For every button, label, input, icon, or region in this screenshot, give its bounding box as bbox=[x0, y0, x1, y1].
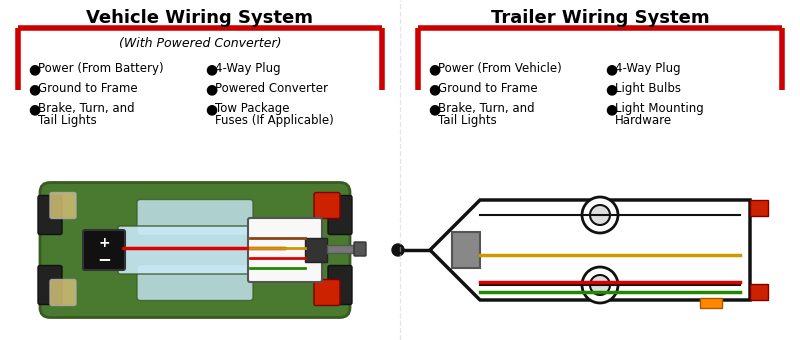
Text: Power (From Battery): Power (From Battery) bbox=[38, 62, 164, 75]
Text: Ground to Frame: Ground to Frame bbox=[38, 82, 138, 95]
Circle shape bbox=[392, 244, 404, 256]
Text: ●: ● bbox=[28, 62, 40, 76]
Text: ●: ● bbox=[605, 62, 617, 76]
Text: ●: ● bbox=[205, 82, 217, 96]
FancyBboxPatch shape bbox=[248, 218, 322, 282]
FancyBboxPatch shape bbox=[354, 242, 366, 256]
Text: −: − bbox=[97, 250, 111, 268]
Text: ●: ● bbox=[28, 82, 40, 96]
Text: (With Powered Converter): (With Powered Converter) bbox=[118, 37, 282, 51]
FancyBboxPatch shape bbox=[137, 200, 253, 236]
FancyBboxPatch shape bbox=[38, 195, 62, 235]
FancyBboxPatch shape bbox=[38, 266, 62, 305]
FancyBboxPatch shape bbox=[314, 279, 340, 306]
Text: ●: ● bbox=[605, 102, 617, 116]
Text: Powered Converter: Powered Converter bbox=[215, 82, 328, 95]
Bar bbox=[327, 245, 355, 253]
FancyBboxPatch shape bbox=[83, 230, 125, 270]
Polygon shape bbox=[430, 200, 750, 300]
Text: ●: ● bbox=[205, 62, 217, 76]
Text: Light Mounting: Light Mounting bbox=[615, 102, 704, 115]
FancyBboxPatch shape bbox=[314, 192, 340, 219]
Text: ●: ● bbox=[428, 62, 440, 76]
FancyBboxPatch shape bbox=[118, 226, 272, 274]
FancyBboxPatch shape bbox=[328, 195, 352, 235]
Text: Brake, Turn, and: Brake, Turn, and bbox=[38, 102, 134, 115]
Circle shape bbox=[582, 197, 618, 233]
Text: Vehicle Wiring System: Vehicle Wiring System bbox=[86, 9, 314, 27]
Text: ●: ● bbox=[28, 102, 40, 116]
Bar bbox=[452, 232, 480, 268]
FancyBboxPatch shape bbox=[137, 265, 253, 301]
FancyBboxPatch shape bbox=[328, 266, 352, 305]
Circle shape bbox=[582, 267, 618, 303]
Text: Tow Package: Tow Package bbox=[215, 102, 290, 115]
Text: 4-Way Plug: 4-Way Plug bbox=[615, 62, 681, 75]
Bar bbox=[700, 298, 722, 308]
Bar bbox=[750, 284, 768, 300]
Text: 4-Way Plug: 4-Way Plug bbox=[215, 62, 281, 75]
Text: Trailer Wiring System: Trailer Wiring System bbox=[490, 9, 710, 27]
Text: Fuses (If Applicable): Fuses (If Applicable) bbox=[215, 114, 334, 127]
Text: Tail Lights: Tail Lights bbox=[438, 114, 497, 127]
Bar bbox=[750, 200, 768, 216]
Text: ●: ● bbox=[428, 102, 440, 116]
Text: ●: ● bbox=[428, 82, 440, 96]
Text: Power (From Vehicle): Power (From Vehicle) bbox=[438, 62, 562, 75]
Text: ●: ● bbox=[605, 82, 617, 96]
Text: Brake, Turn, and: Brake, Turn, and bbox=[438, 102, 534, 115]
Circle shape bbox=[590, 275, 610, 295]
Bar bbox=[305, 238, 327, 262]
Text: Light Bulbs: Light Bulbs bbox=[615, 82, 681, 95]
Text: Tail Lights: Tail Lights bbox=[38, 114, 97, 127]
Text: +: + bbox=[98, 236, 110, 250]
FancyBboxPatch shape bbox=[50, 192, 76, 219]
Circle shape bbox=[590, 205, 610, 225]
Text: ●: ● bbox=[205, 102, 217, 116]
Text: Ground to Frame: Ground to Frame bbox=[438, 82, 538, 95]
FancyBboxPatch shape bbox=[50, 279, 76, 306]
FancyBboxPatch shape bbox=[40, 183, 350, 318]
Text: Hardware: Hardware bbox=[615, 114, 672, 127]
